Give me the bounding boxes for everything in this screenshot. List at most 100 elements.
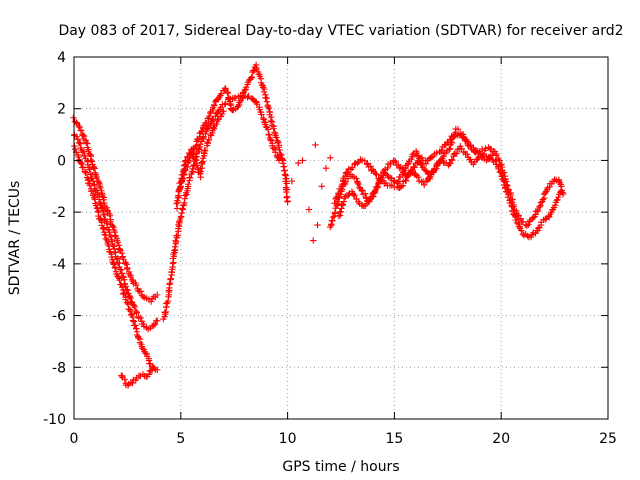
data-point-track-i [502, 178, 510, 185]
data-point-track-j [351, 192, 358, 199]
data-point-track-i [440, 153, 447, 160]
data-point-track-h [354, 179, 361, 187]
data-point-track-f [276, 146, 283, 154]
data-point-track-a [154, 291, 161, 299]
y-tick-label: -4 [52, 257, 66, 273]
data-point-track-g [181, 158, 189, 165]
data-point-scatter-gap [327, 154, 334, 162]
data-point-track-b [86, 166, 93, 173]
chart-title: Day 083 of 2017, Sidereal Day-to-day VTE… [58, 23, 623, 39]
data-point-track-i [505, 186, 513, 193]
data-point-track-j [431, 165, 438, 172]
data-point-track-j [350, 191, 357, 198]
data-point-track-g [198, 159, 206, 166]
data-point-track-f [275, 143, 283, 151]
data-point-track-e [210, 116, 217, 123]
data-point-track-b [137, 314, 144, 322]
y-tick-label: 0 [57, 153, 66, 169]
data-point-track-i [519, 218, 527, 225]
tick-marks [73, 56, 609, 420]
data-point-track-f [225, 95, 233, 102]
data-point-track-f [241, 86, 248, 94]
data-point-track-e [252, 98, 259, 105]
data-point-track-e [274, 153, 281, 161]
x-tick-label: 15 [385, 431, 403, 447]
data-point-track-e [197, 141, 204, 148]
data-point-track-c [82, 169, 90, 176]
data-point-track-c [79, 163, 87, 171]
data-point-track-j [448, 156, 456, 164]
data-point-track-i [454, 126, 462, 133]
data-point-track-c [111, 264, 119, 272]
data-point-track-i [456, 130, 464, 137]
data-point-track-b [113, 255, 121, 263]
data-point-track-f [173, 205, 181, 212]
y-tick-label: -10 [43, 412, 66, 428]
data-point-track-c [119, 283, 126, 291]
data-point-track-e [167, 275, 174, 282]
data-point-track-j [337, 208, 345, 215]
data-point-track-g [205, 136, 213, 143]
data-point-track-g [192, 156, 199, 163]
data-point-track-g [220, 108, 227, 115]
data-point-track-h [433, 149, 440, 157]
data-point-track-i [368, 167, 375, 174]
data-point-track-a [120, 256, 127, 263]
data-point-track-f [283, 180, 290, 187]
data-point-track-f [248, 74, 255, 81]
data-point-track-g [210, 125, 218, 132]
data-point-track-c [115, 273, 122, 281]
data-point-track-h [392, 158, 399, 165]
data-point-track-e [166, 279, 174, 287]
data-point-track-h [512, 216, 519, 224]
data-point-track-a [124, 265, 131, 273]
data-point-track-a [128, 276, 136, 284]
data-point-track-b [122, 283, 129, 290]
data-point-track-b [79, 149, 86, 156]
data-point-track-h [329, 217, 336, 224]
y-tick-label: -6 [52, 309, 66, 325]
data-point-track-c [132, 322, 139, 329]
data-point-track-h [384, 164, 391, 172]
data-point-scatter-gap [318, 183, 325, 190]
data-point-track-f [197, 128, 205, 136]
data-point-track-i [523, 222, 531, 229]
data-point-track-j [458, 145, 465, 152]
data-point-track-j [489, 152, 496, 159]
data-point-track-g [182, 157, 189, 164]
data-point-track-i [446, 146, 453, 153]
data-point-track-i [472, 149, 480, 156]
data-point-track-i [414, 174, 422, 181]
data-point-track-e [260, 115, 267, 122]
data-point-track-a [93, 174, 101, 182]
data-point-track-i [467, 142, 474, 149]
data-point-track-i [526, 218, 533, 225]
data-point-track-c [133, 331, 141, 339]
data-point-track-f [243, 84, 250, 91]
data-point-track-c [88, 188, 95, 195]
data-point-track-i [559, 189, 566, 196]
data-point-track-i [421, 181, 428, 189]
data-point-track-i [507, 191, 514, 199]
data-point-track-b [123, 286, 130, 293]
x-axis-label: GPS time / hours [282, 459, 399, 475]
data-point-track-c [122, 296, 129, 303]
x-tick-label: 0 [70, 431, 79, 447]
data-point-track-i [503, 181, 510, 188]
data-point-track-g [201, 146, 209, 154]
data-point-track-i [331, 200, 338, 207]
data-point-track-f [278, 151, 285, 159]
data-point-track-i [354, 159, 361, 167]
data-point-track-i [539, 196, 547, 203]
data-point-track-j [374, 184, 381, 191]
x-tick-label: 20 [492, 431, 510, 447]
data-point-track-a [77, 127, 85, 134]
data-point-track-b [117, 266, 125, 273]
data-point-track-a [110, 223, 117, 231]
data-point-track-f [235, 102, 242, 110]
data-point-track-a [76, 124, 83, 131]
data-point-track-h [428, 154, 435, 161]
y-axis-label: SDTVAR / TECUs [7, 181, 23, 296]
data-point-track-c [91, 194, 98, 201]
data-point-track-g [180, 162, 188, 169]
